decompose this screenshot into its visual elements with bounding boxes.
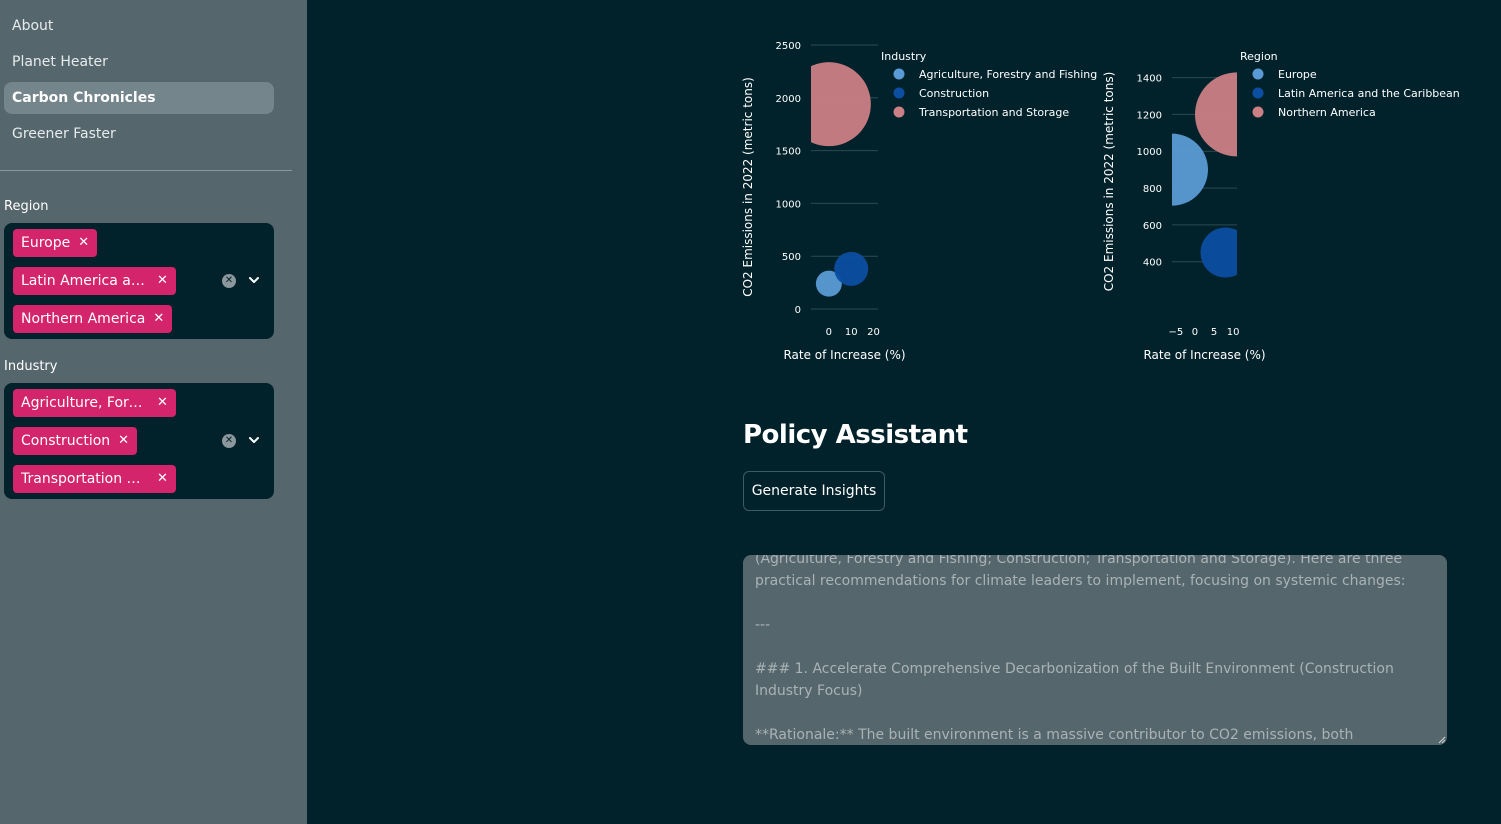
- legend-marker: [893, 106, 905, 118]
- y-tick-label: 2500: [776, 41, 801, 52]
- x-tick-label: 0: [1192, 327, 1198, 338]
- nav-item-about[interactable]: About: [12, 18, 54, 34]
- y-tick-label: 0: [795, 305, 801, 316]
- legend-label: Latin America and the Caribbean: [1278, 87, 1460, 100]
- close-icon[interactable]: ✕: [157, 471, 168, 486]
- close-icon[interactable]: ✕: [118, 433, 130, 448]
- industry-chip-agriculture: Agriculture, Fore… ✕: [13, 389, 176, 417]
- legend-marker: [1252, 87, 1264, 99]
- industry-chip-construction: Construction ✕: [13, 427, 138, 455]
- nav-item-greener-faster[interactable]: Greener Faster: [12, 126, 116, 142]
- nav-item-carbon-chronicles[interactable]: Carbon Chronicles: [4, 82, 274, 114]
- insights-text: (Agriculture, Forestry and Fishing; Cons…: [755, 555, 1406, 743]
- bubble-point: [834, 251, 869, 286]
- clear-circle-icon[interactable]: ✕: [222, 274, 236, 288]
- industry-bubble-chart: 0 500 1000 1500 2000 2500 0 10 20 CO2 Emissions i…: [741, 41, 1097, 362]
- y-tick-label: 1000: [776, 199, 801, 210]
- region-filter-label: Region: [4, 199, 49, 214]
- region-bubble-chart: 400 600 800 1000 1200 1400 −5 0 5 10 CO2 Emissions…: [1102, 50, 1460, 362]
- y-tick-label: 1400: [1137, 74, 1162, 85]
- x-tick-label: −5: [1168, 327, 1183, 338]
- legend-marker: [1252, 106, 1264, 118]
- y-tick-label: 1500: [776, 147, 801, 158]
- chip-label: Agriculture, Fore…: [21, 395, 149, 411]
- y-tick-label: 400: [1143, 258, 1162, 269]
- x-tick-label: 5: [1211, 327, 1217, 338]
- resize-handle-icon[interactable]: [1438, 736, 1446, 744]
- sidebar-divider: [0, 170, 292, 171]
- chevron-down-icon[interactable]: [247, 273, 261, 287]
- main-content: 0 500 1000 1500 2000 2500 0 10 20 CO2 Emissions i…: [307, 0, 1501, 824]
- legend-label: Europe: [1278, 68, 1317, 81]
- chip-label: Northern America: [21, 311, 146, 327]
- bubble-group: [1172, 72, 1237, 278]
- x-axis-label: Rate of Increase (%): [783, 348, 905, 362]
- chevron-down-icon[interactable]: [247, 433, 261, 447]
- x-axis-label: Rate of Increase (%): [1143, 348, 1265, 362]
- legend-label: Northern America: [1278, 106, 1376, 119]
- y-tick-label: 800: [1143, 184, 1162, 195]
- chip-label: Construction: [21, 433, 111, 449]
- insights-textarea[interactable]: (Agriculture, Forestry and Fishing; Cons…: [743, 555, 1447, 745]
- legend-marker: [893, 87, 905, 99]
- x-tick-label: 0: [826, 327, 832, 338]
- legend-marker: [893, 68, 905, 80]
- legend-title: Region: [1240, 50, 1278, 63]
- bubble-group: [811, 62, 871, 297]
- y-tick-label: 1200: [1137, 110, 1162, 121]
- legend-label: Construction: [919, 87, 989, 100]
- bubble-point: [1172, 133, 1208, 206]
- y-tick-label: 1000: [1137, 147, 1162, 158]
- close-icon[interactable]: ✕: [157, 273, 168, 288]
- y-tick-label: 600: [1143, 221, 1162, 232]
- industry-filter-label: Industry: [4, 359, 58, 374]
- x-tick-label: 10: [845, 327, 858, 338]
- legend-title: Industry: [881, 50, 927, 63]
- bubble-point: [1195, 72, 1237, 157]
- clear-circle-icon[interactable]: ✕: [222, 434, 236, 448]
- chip-label: Latin America an…: [21, 273, 149, 289]
- close-icon[interactable]: ✕: [153, 311, 165, 326]
- chip-label: Europe: [21, 235, 71, 251]
- nav-item-planet-heater[interactable]: Planet Heater: [12, 54, 108, 70]
- close-icon[interactable]: ✕: [78, 235, 90, 250]
- industry-chip-transportation: Transportation a… ✕: [13, 465, 176, 493]
- bubble-point: [811, 62, 871, 147]
- region-chip-latin-america: Latin America an… ✕: [13, 267, 176, 295]
- y-tick-label: 2000: [776, 94, 801, 105]
- region-chip-northern-america: Northern America ✕: [13, 305, 173, 333]
- close-icon[interactable]: ✕: [157, 395, 168, 410]
- legend-label: Agriculture, Forestry and Fishing: [919, 68, 1097, 81]
- chip-label: Transportation a…: [21, 471, 149, 487]
- y-axis-label: CO2 Emissions in 2022 (metric tons): [1102, 72, 1116, 292]
- y-tick-label: 500: [782, 252, 801, 263]
- legend-marker: [1252, 68, 1264, 80]
- generate-insights-button[interactable]: Generate Insights: [743, 471, 885, 511]
- bubble-point: [815, 270, 842, 297]
- legend-label: Transportation and Storage: [918, 106, 1069, 119]
- region-chip-europe: Europe ✕: [13, 229, 98, 257]
- bubble-point: [1200, 227, 1237, 278]
- policy-assistant-title: Policy Assistant: [743, 420, 968, 450]
- region-multiselect[interactable]: Europe ✕ Latin America an… ✕ Northern Amer…: [4, 223, 274, 339]
- y-axis-label: CO2 Emissions in 2022 (metric tons): [741, 77, 755, 297]
- x-tick-label: 20: [867, 327, 880, 338]
- sidebar: About Planet Heater Carbon Chronicles Gr…: [0, 0, 307, 824]
- x-tick-label: 10: [1227, 327, 1240, 338]
- industry-multiselect[interactable]: Agriculture, Fore… ✕ Construction ✕ Transp…: [4, 383, 274, 499]
